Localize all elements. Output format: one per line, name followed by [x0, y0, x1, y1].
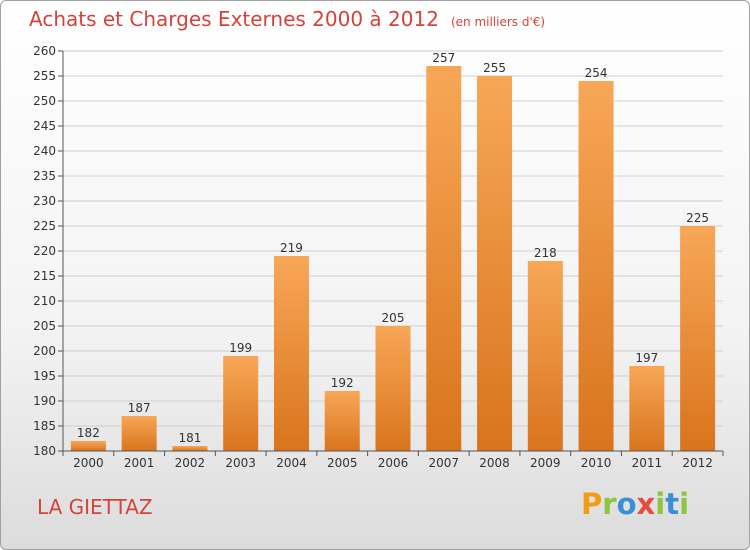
- data-label-2003: 199: [229, 341, 252, 355]
- logo-letter: P: [581, 487, 603, 521]
- data-label-2009: 218: [534, 246, 557, 260]
- town-name: LA GIETTAZ: [37, 495, 153, 519]
- y-tick-label: 200: [33, 344, 56, 358]
- bar-2008: [477, 76, 513, 451]
- bar-2003: [223, 356, 259, 451]
- bar-2002: [172, 446, 208, 451]
- data-label-2002: 181: [178, 431, 201, 445]
- data-label-2005: 192: [331, 376, 354, 390]
- x-tick-label-2000: 2000: [73, 456, 104, 470]
- unit-note: (en milliers d'€): [450, 15, 546, 29]
- y-tick-label: 220: [33, 244, 56, 258]
- bar-2012: [680, 226, 716, 451]
- x-tick-label-2005: 2005: [327, 456, 358, 470]
- bar-2001: [121, 416, 157, 451]
- data-label-2010: 254: [585, 66, 608, 80]
- x-tick-label-2008: 2008: [479, 456, 510, 470]
- x-tick-label-2006: 2006: [378, 456, 409, 470]
- proxiti-logo: Proxiti: [581, 487, 689, 521]
- bar-2000: [70, 441, 106, 451]
- y-tick-label: 240: [33, 144, 56, 158]
- x-tick-label-2004: 2004: [276, 456, 307, 470]
- bar-2009: [527, 261, 563, 451]
- y-tick-label: 215: [33, 269, 56, 283]
- data-label-2012: 225: [686, 211, 709, 225]
- bar-2006: [375, 326, 411, 451]
- y-tick-label: 210: [33, 294, 56, 308]
- x-tick-label-2003: 2003: [225, 456, 256, 470]
- y-tick-label: 235: [33, 169, 56, 183]
- data-label-2008: 255: [483, 61, 506, 75]
- data-label-2000: 182: [77, 426, 100, 440]
- x-tick-label-2002: 2002: [175, 456, 206, 470]
- x-tick-label-2012: 2012: [682, 456, 713, 470]
- x-tick-label-2007: 2007: [428, 456, 459, 470]
- x-tick-label-2001: 2001: [124, 456, 155, 470]
- x-axis: 2000 2001 2002 2003 2004 2005 2006 2007 2008 2009…: [62, 450, 724, 470]
- y-tick-label: 245: [33, 119, 56, 133]
- logo-letter: i: [655, 487, 666, 521]
- y-tick-label: 230: [33, 194, 56, 208]
- bar-2005: [324, 391, 360, 451]
- y-tick-label: 255: [33, 69, 56, 83]
- chart-title: Achats et Charges Externes 2000 à 2012 (e…: [29, 7, 545, 31]
- data-label-2004: 219: [280, 241, 303, 255]
- y-tick-label: 180: [33, 444, 56, 458]
- y-tick-label: 190: [33, 394, 56, 408]
- logo-letter: i: [679, 487, 690, 521]
- logo-letter: o: [616, 487, 637, 521]
- logo-letter: x: [636, 487, 656, 521]
- logo-letter: t: [665, 487, 680, 521]
- data-label-2006: 205: [382, 311, 405, 325]
- bar-2010: [578, 81, 614, 451]
- y-tick-label: 195: [33, 369, 56, 383]
- chart-title-text: Achats et Charges Externes 2000 à 2012: [29, 7, 439, 31]
- data-label-2007: 257: [432, 51, 455, 65]
- y-tick-label: 225: [33, 219, 56, 233]
- bar-2007: [426, 66, 462, 451]
- y-tick-label: 205: [33, 319, 56, 333]
- y-tick-label: 250: [33, 94, 56, 108]
- y-tick-label: 260: [33, 44, 56, 58]
- data-label-2001: 187: [128, 401, 151, 415]
- y-axis: 180 185 190 195 200 205 210 215 220 225 230 235 240 2…: [33, 44, 64, 458]
- bar-2011: [629, 366, 665, 451]
- bar-2004: [273, 256, 309, 451]
- x-tick-label-2009: 2009: [530, 456, 561, 470]
- x-tick-label-2011: 2011: [632, 456, 663, 470]
- y-tick-label: 185: [33, 419, 56, 433]
- data-label-2011: 197: [635, 351, 658, 365]
- bars: 182 187 181 199 219 192 205 257 255 218 254 197 225: [70, 51, 716, 451]
- x-tick-label-2010: 2010: [581, 456, 612, 470]
- logo-letter: r: [602, 487, 617, 521]
